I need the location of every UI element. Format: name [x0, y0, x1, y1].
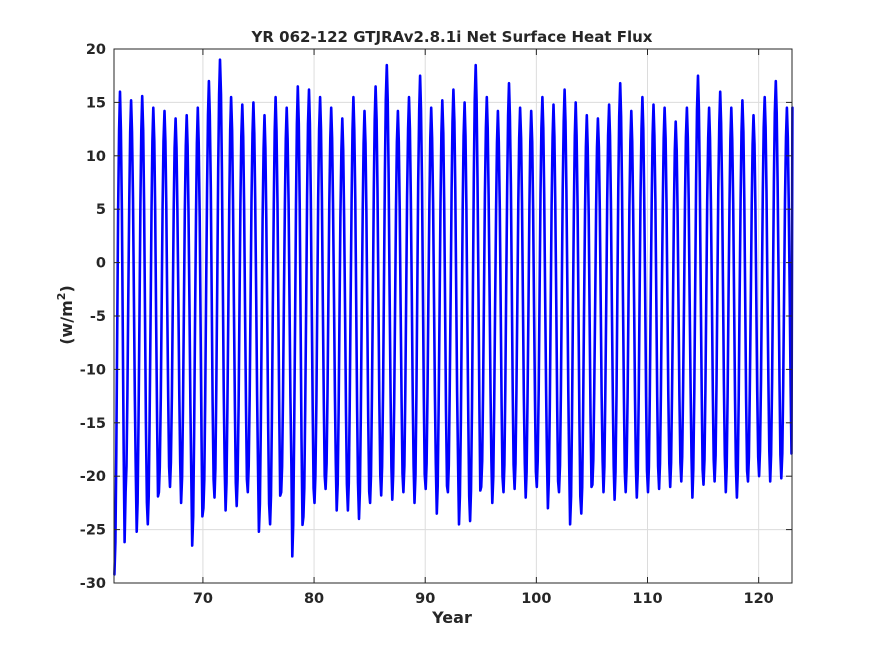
y-tick-label: -5 [90, 309, 106, 325]
axis-ticks: 70 80 90 100 110 120 -30 -25 -20 -15 -10 -5 0 5 10 15 20 [80, 42, 792, 607]
x-tick-label: 90 [415, 591, 435, 607]
y-axis-label: (w/m2) [55, 285, 76, 345]
y-tick-label: 10 [86, 149, 106, 165]
y-tick-label: -25 [80, 523, 106, 539]
y-tick-label: -15 [80, 416, 106, 432]
y-tick-label: 0 [96, 256, 106, 272]
series-layer [113, 58, 794, 576]
x-tick-label: 120 [744, 591, 774, 607]
y-tick-label: -10 [80, 362, 106, 378]
x-tick-label: 80 [304, 591, 324, 607]
y-tick-label: -20 [80, 469, 106, 485]
chart-title: YR 062-122 GTJRAv2.8.1i Net Surface Heat… [251, 28, 653, 46]
y-tick-label: 20 [86, 42, 106, 58]
y-axis-label-superscript: 2 [55, 293, 68, 301]
x-tick-label: 110 [632, 591, 662, 607]
y-tick-label: -30 [80, 576, 106, 592]
y-tick-label: 15 [86, 95, 106, 111]
y-axis-label-close: ) [57, 285, 76, 292]
y-tick-label: 5 [96, 202, 106, 218]
x-tick-label: 70 [193, 591, 213, 607]
x-tick-label: 100 [521, 591, 551, 607]
y-axis-label-base: (w/m [57, 300, 76, 345]
heat-flux-series-line [113, 58, 794, 576]
x-axis-label: Year [431, 608, 472, 627]
